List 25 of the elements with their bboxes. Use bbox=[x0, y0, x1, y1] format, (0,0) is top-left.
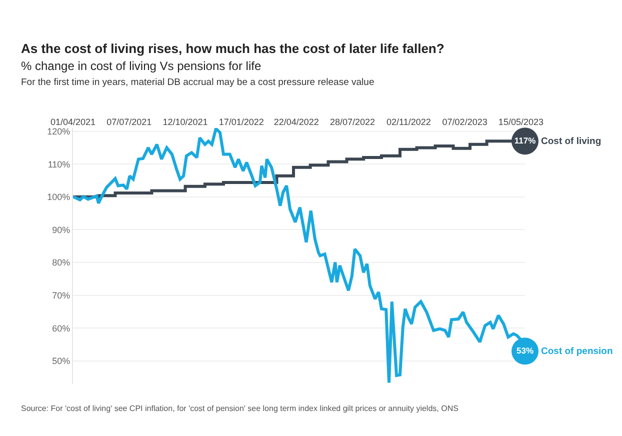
data-label: 53% bbox=[516, 345, 534, 356]
series-label: Cost of pension bbox=[541, 346, 613, 357]
y-tick-label: 70% bbox=[52, 290, 70, 301]
x-tick-label: 07/02/2023 bbox=[442, 117, 488, 128]
x-tick-label: 07/07/2021 bbox=[106, 117, 152, 128]
x-tick-label: 02/11/2022 bbox=[386, 117, 431, 128]
y-tick-label: 90% bbox=[52, 224, 70, 235]
x-tick-label: 12/10/2021 bbox=[162, 117, 208, 128]
data-label: 117% bbox=[514, 135, 536, 146]
y-tick-label: 50% bbox=[52, 356, 70, 366]
x-tick-label: 22/04/2022 bbox=[274, 117, 319, 128]
y-tick-label: 120% bbox=[47, 126, 70, 136]
x-tick-label: 28/07/2022 bbox=[330, 117, 376, 128]
x-tick-label: 01/04/2021 bbox=[50, 117, 96, 128]
text: For the first time in years, material DB accrual may be a cost pressure release value bbox=[21, 77, 374, 88]
series-label: Cost of living bbox=[541, 136, 602, 147]
y-tick-label: 100% bbox=[47, 192, 70, 202]
source-note: Source: For 'cost of living' see CPI inflation, for 'cost of pension' see long term index linked gilt prices or annuity yields, ONS bbox=[21, 404, 458, 413]
y-tick-label: 80% bbox=[52, 258, 70, 268]
x-tick-label: 17/01/2022 bbox=[218, 117, 264, 128]
chart-subtitle: % change in cost of living Vs pensions for life bbox=[21, 59, 262, 73]
x-tick-label: 15/05/2023 bbox=[498, 117, 544, 128]
y-tick-label: 60% bbox=[52, 323, 70, 334]
chart-title: As the cost of living rises, how much has the cost of later life fallen? bbox=[21, 41, 444, 56]
y-tick-label: 110% bbox=[48, 159, 70, 170]
